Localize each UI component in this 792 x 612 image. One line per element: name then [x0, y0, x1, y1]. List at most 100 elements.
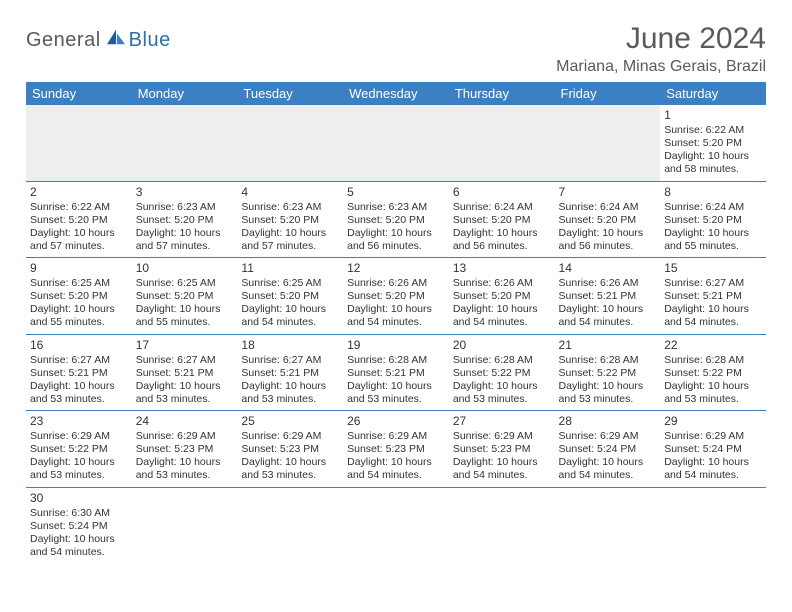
daylight-text: Daylight: 10 hours and 54 minutes.: [347, 303, 445, 329]
sunrise-text: Sunrise: 6:23 AM: [347, 201, 445, 214]
month-title: June 2024: [556, 22, 766, 56]
day-sun-info: Sunrise: 6:27 AMSunset: 5:21 PMDaylight:…: [30, 354, 128, 407]
sunset-text: Sunset: 5:22 PM: [30, 443, 128, 456]
calendar-day-cell: 8Sunrise: 6:24 AMSunset: 5:20 PMDaylight…: [660, 181, 766, 258]
sunrise-text: Sunrise: 6:29 AM: [30, 430, 128, 443]
sunrise-text: Sunrise: 6:22 AM: [30, 201, 128, 214]
sunrise-text: Sunrise: 6:29 AM: [664, 430, 762, 443]
daylight-text: Daylight: 10 hours and 55 minutes.: [30, 303, 128, 329]
day-number: 28: [559, 414, 657, 429]
day-number: 11: [241, 261, 339, 276]
sunset-text: Sunset: 5:21 PM: [347, 367, 445, 380]
day-number: 23: [30, 414, 128, 429]
sunset-text: Sunset: 5:20 PM: [241, 290, 339, 303]
calendar-empty-cell: [449, 487, 555, 563]
daylight-text: Daylight: 10 hours and 54 minutes.: [453, 303, 551, 329]
calendar-day-cell: 17Sunrise: 6:27 AMSunset: 5:21 PMDayligh…: [132, 334, 238, 411]
sunrise-text: Sunrise: 6:27 AM: [664, 277, 762, 290]
day-number: 16: [30, 338, 128, 353]
calendar-day-cell: 27Sunrise: 6:29 AMSunset: 5:23 PMDayligh…: [449, 411, 555, 488]
daylight-text: Daylight: 10 hours and 53 minutes.: [136, 456, 234, 482]
sunset-text: Sunset: 5:22 PM: [453, 367, 551, 380]
weekday-header: Saturday: [660, 82, 766, 105]
calendar-day-cell: 5Sunrise: 6:23 AMSunset: 5:20 PMDaylight…: [343, 181, 449, 258]
calendar-empty-cell: [132, 487, 238, 563]
daylight-text: Daylight: 10 hours and 55 minutes.: [664, 227, 762, 253]
calendar-day-cell: 2Sunrise: 6:22 AMSunset: 5:20 PMDaylight…: [26, 181, 132, 258]
daylight-text: Daylight: 10 hours and 53 minutes.: [241, 380, 339, 406]
calendar-week-row: 1Sunrise: 6:22 AMSunset: 5:20 PMDaylight…: [26, 105, 766, 181]
sunrise-text: Sunrise: 6:25 AM: [30, 277, 128, 290]
sunrise-text: Sunrise: 6:29 AM: [241, 430, 339, 443]
calendar-day-cell: 29Sunrise: 6:29 AMSunset: 5:24 PMDayligh…: [660, 411, 766, 488]
calendar-day-cell: 15Sunrise: 6:27 AMSunset: 5:21 PMDayligh…: [660, 258, 766, 335]
sunrise-text: Sunrise: 6:27 AM: [136, 354, 234, 367]
sunset-text: Sunset: 5:23 PM: [241, 443, 339, 456]
calendar-day-cell: 3Sunrise: 6:23 AMSunset: 5:20 PMDaylight…: [132, 181, 238, 258]
calendar-day-cell: 16Sunrise: 6:27 AMSunset: 5:21 PMDayligh…: [26, 334, 132, 411]
day-number: 6: [453, 185, 551, 200]
sunset-text: Sunset: 5:21 PM: [559, 290, 657, 303]
day-number: 29: [664, 414, 762, 429]
weekday-header: Thursday: [449, 82, 555, 105]
day-number: 17: [136, 338, 234, 353]
sunset-text: Sunset: 5:20 PM: [30, 290, 128, 303]
sunrise-text: Sunrise: 6:28 AM: [453, 354, 551, 367]
day-sun-info: Sunrise: 6:29 AMSunset: 5:23 PMDaylight:…: [347, 430, 445, 483]
day-sun-info: Sunrise: 6:23 AMSunset: 5:20 PMDaylight:…: [347, 201, 445, 254]
day-number: 25: [241, 414, 339, 429]
daylight-text: Daylight: 10 hours and 57 minutes.: [241, 227, 339, 253]
daylight-text: Daylight: 10 hours and 54 minutes.: [559, 456, 657, 482]
day-sun-info: Sunrise: 6:24 AMSunset: 5:20 PMDaylight:…: [559, 201, 657, 254]
sunrise-text: Sunrise: 6:29 AM: [559, 430, 657, 443]
day-sun-info: Sunrise: 6:25 AMSunset: 5:20 PMDaylight:…: [30, 277, 128, 330]
day-sun-info: Sunrise: 6:24 AMSunset: 5:20 PMDaylight:…: [664, 201, 762, 254]
day-number: 21: [559, 338, 657, 353]
calendar-day-cell: 6Sunrise: 6:24 AMSunset: 5:20 PMDaylight…: [449, 181, 555, 258]
day-sun-info: Sunrise: 6:28 AMSunset: 5:22 PMDaylight:…: [664, 354, 762, 407]
weekday-header: Tuesday: [237, 82, 343, 105]
day-sun-info: Sunrise: 6:28 AMSunset: 5:22 PMDaylight:…: [453, 354, 551, 407]
weekday-header: Sunday: [26, 82, 132, 105]
calendar-body: 1Sunrise: 6:22 AMSunset: 5:20 PMDaylight…: [26, 105, 766, 563]
day-sun-info: Sunrise: 6:30 AMSunset: 5:24 PMDaylight:…: [30, 507, 128, 560]
day-sun-info: Sunrise: 6:29 AMSunset: 5:24 PMDaylight:…: [664, 430, 762, 483]
daylight-text: Daylight: 10 hours and 56 minutes.: [453, 227, 551, 253]
day-number: 2: [30, 185, 128, 200]
day-sun-info: Sunrise: 6:23 AMSunset: 5:20 PMDaylight:…: [136, 201, 234, 254]
day-number: 22: [664, 338, 762, 353]
daylight-text: Daylight: 10 hours and 54 minutes.: [347, 456, 445, 482]
sunrise-text: Sunrise: 6:23 AM: [241, 201, 339, 214]
sunset-text: Sunset: 5:23 PM: [136, 443, 234, 456]
daylight-text: Daylight: 10 hours and 54 minutes.: [664, 456, 762, 482]
calendar-empty-cell: [237, 105, 343, 181]
sunrise-text: Sunrise: 6:30 AM: [30, 507, 128, 520]
calendar-day-cell: 21Sunrise: 6:28 AMSunset: 5:22 PMDayligh…: [555, 334, 661, 411]
sunrise-text: Sunrise: 6:24 AM: [453, 201, 551, 214]
sunrise-text: Sunrise: 6:28 AM: [664, 354, 762, 367]
logo: General Blue: [26, 28, 171, 52]
sunset-text: Sunset: 5:20 PM: [664, 137, 762, 150]
calendar-day-cell: 19Sunrise: 6:28 AMSunset: 5:21 PMDayligh…: [343, 334, 449, 411]
sunrise-text: Sunrise: 6:26 AM: [347, 277, 445, 290]
calendar-day-cell: 30Sunrise: 6:30 AMSunset: 5:24 PMDayligh…: [26, 487, 132, 563]
daylight-text: Daylight: 10 hours and 53 minutes.: [347, 380, 445, 406]
calendar-empty-cell: [132, 105, 238, 181]
daylight-text: Daylight: 10 hours and 54 minutes.: [664, 303, 762, 329]
day-number: 15: [664, 261, 762, 276]
calendar-week-row: 30Sunrise: 6:30 AMSunset: 5:24 PMDayligh…: [26, 487, 766, 563]
calendar-empty-cell: [26, 105, 132, 181]
calendar-week-row: 9Sunrise: 6:25 AMSunset: 5:20 PMDaylight…: [26, 258, 766, 335]
day-sun-info: Sunrise: 6:29 AMSunset: 5:22 PMDaylight:…: [30, 430, 128, 483]
sunrise-text: Sunrise: 6:26 AM: [453, 277, 551, 290]
day-number: 4: [241, 185, 339, 200]
calendar-day-cell: 24Sunrise: 6:29 AMSunset: 5:23 PMDayligh…: [132, 411, 238, 488]
calendar-day-cell: 4Sunrise: 6:23 AMSunset: 5:20 PMDaylight…: [237, 181, 343, 258]
logo-sail-icon: [105, 28, 127, 46]
sunrise-text: Sunrise: 6:24 AM: [664, 201, 762, 214]
sunset-text: Sunset: 5:21 PM: [30, 367, 128, 380]
day-number: 7: [559, 185, 657, 200]
page-header: General Blue June 2024 Mariana, Minas Ge…: [26, 22, 766, 76]
day-number: 3: [136, 185, 234, 200]
day-sun-info: Sunrise: 6:27 AMSunset: 5:21 PMDaylight:…: [664, 277, 762, 330]
